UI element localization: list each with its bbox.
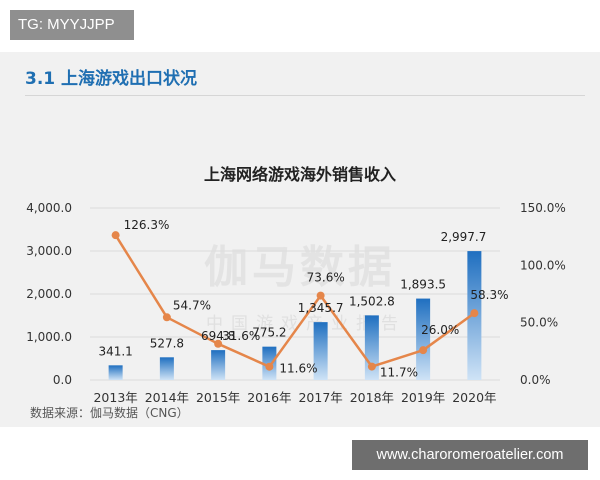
bar-2017年	[313, 322, 328, 380]
growth-value-label: 54.7%	[173, 298, 211, 312]
growth-value-label: 126.3%	[124, 218, 170, 232]
growth-point-2020年	[470, 309, 479, 318]
growth-value-label: 11.7%	[380, 366, 418, 380]
bar-value-label: 1,502.8	[349, 294, 395, 308]
bar-2014年	[159, 357, 174, 380]
bar-value-label: 775.2	[252, 326, 286, 340]
x-tick-label: 2013年	[93, 390, 137, 404]
growth-rate-line	[114, 234, 476, 368]
chart-title: 上海网络游戏海外销售收入	[204, 165, 396, 184]
y-left-tick-label: 2,000.0	[26, 287, 72, 301]
bar-value-label: 1,893.5	[400, 278, 446, 292]
growth-value-label: 26.0%	[421, 323, 459, 337]
growth-point-2016年	[265, 362, 274, 371]
bar-value-label: 694.8	[201, 329, 235, 343]
growth-point-2013年	[111, 231, 120, 240]
report-section: 3.1 上海游戏出口状况 上海网络游戏海外销售收入伽马数据中国游戏产业报告 0.0…	[0, 52, 600, 427]
bar-value-label: 2,997.7	[441, 230, 487, 244]
bar-2013年	[108, 365, 123, 380]
growth-point-2017年	[316, 291, 325, 300]
section-divider	[25, 95, 585, 96]
growth-value-label: 73.6%	[307, 271, 345, 285]
y-left-tick-label: 0.0	[53, 373, 72, 387]
growth-point-2018年	[367, 362, 376, 371]
bar-2015年	[211, 350, 226, 380]
growth-value-label: 31.6%	[222, 329, 260, 343]
x-tick-label: 2015年	[196, 390, 240, 404]
y-right-tick-label: 100.0%	[520, 258, 566, 272]
y-left-tick-label: 4,000.0	[26, 201, 72, 215]
section-title: 3.1 上海游戏出口状况	[25, 69, 198, 89]
site-url-banner: www.charoromeroatelier.com	[352, 440, 588, 470]
x-tick-label: 2018年	[350, 390, 394, 404]
y-right-tick-label: 50.0%	[520, 316, 558, 330]
x-tick-label: 2016年	[247, 390, 291, 404]
x-tick-label: 2019年	[401, 390, 445, 404]
growth-point-2019年	[419, 346, 428, 355]
y-right-tick-label: 0.0%	[520, 373, 551, 387]
x-tick-label: 2014年	[145, 390, 189, 404]
x-tick-label: 2017年	[298, 390, 342, 404]
growth-value-label: 58.3%	[470, 288, 508, 302]
growth-point-2014年	[162, 313, 171, 322]
y-left-tick-label: 1,000.0	[26, 330, 72, 344]
watermark-logo-text: 伽马数据	[204, 242, 396, 293]
y-right-tick-label: 150.0%	[520, 201, 566, 215]
watermark-subtitle: 中国游戏产业报告	[206, 314, 406, 334]
growth-point-2015年	[214, 339, 223, 348]
growth-value-label: 11.6%	[279, 362, 317, 376]
x-tick-label: 2020年	[452, 390, 496, 404]
y-left-tick-label: 3,000.0	[26, 244, 72, 258]
top-tag: TG: MYYJJPP	[10, 10, 134, 40]
bar-2019年	[416, 298, 431, 380]
bar-value-label: 341.1	[98, 344, 132, 358]
source-note: 数据来源：伽马数据（CNG）	[30, 406, 189, 420]
bar-value-label: 527.8	[150, 336, 184, 350]
bar-value-label: 1,345.7	[298, 301, 344, 315]
